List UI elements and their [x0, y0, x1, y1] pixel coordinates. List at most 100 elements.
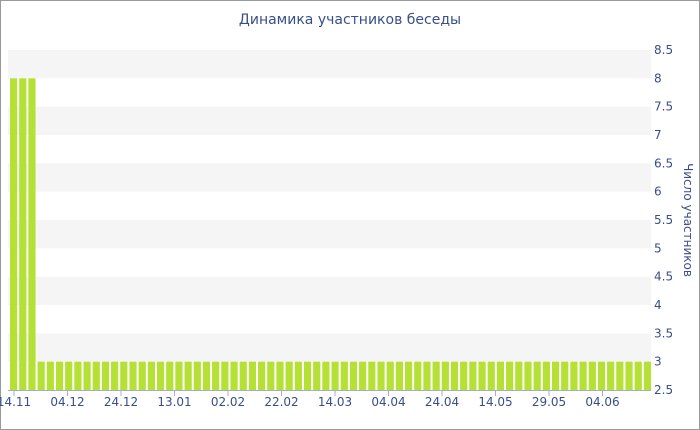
bar: [607, 361, 615, 390]
y-tick-label: 4.5: [654, 270, 673, 284]
bar: [377, 361, 385, 390]
grid-band: [8, 135, 651, 164]
bar: [248, 361, 257, 390]
bar: [506, 361, 514, 390]
bar: [55, 361, 64, 390]
bar: [92, 361, 100, 390]
bar: [303, 361, 312, 390]
bar: [138, 361, 146, 390]
bar: [221, 361, 229, 390]
bar: [414, 361, 422, 390]
x-tick-label: 04.04: [371, 395, 405, 409]
bar: [349, 361, 358, 390]
bar: [129, 361, 137, 390]
x-tick-label: 22.02: [264, 395, 298, 409]
bar: [19, 78, 27, 390]
bar: [616, 361, 624, 390]
bar: [561, 361, 569, 390]
y-tick-label: 7.5: [654, 100, 673, 114]
bar: [643, 361, 651, 390]
bar: [285, 361, 293, 390]
x-tick-label: 02.02: [211, 395, 245, 409]
bar: [147, 361, 155, 390]
bar: [423, 361, 431, 390]
bar: [496, 361, 505, 390]
bar: [202, 361, 211, 390]
bar: [542, 361, 550, 390]
bar: [386, 361, 394, 390]
bar: [83, 361, 91, 390]
x-axis-ticks: 14.11 04.12 24.12 13.01 02.02 22.02 14.03 04.04…: [0, 390, 620, 409]
x-tick-label: 24.04: [425, 395, 459, 409]
bar: [184, 361, 192, 390]
grid-bands: [8, 50, 651, 390]
grid-band: [8, 106, 651, 135]
grid-band: [8, 191, 651, 220]
bar: [395, 361, 403, 390]
bar: [432, 361, 440, 390]
bar: [625, 361, 633, 390]
bar: [276, 361, 284, 390]
bar: [37, 361, 45, 390]
bar: [175, 361, 183, 390]
bar: [239, 361, 247, 390]
y-tick-label: 8.5: [654, 43, 673, 57]
grid-band: [8, 333, 651, 362]
bar: [111, 361, 119, 390]
bar: [597, 361, 606, 390]
bar: [65, 361, 73, 390]
grid-band: [8, 248, 651, 277]
grid-band: [8, 276, 651, 305]
grid-band: [8, 50, 651, 79]
bar: [258, 361, 266, 390]
y-tick-label: 8: [654, 71, 662, 85]
x-tick-label: 04.12: [50, 395, 84, 409]
bar: [515, 361, 523, 390]
y-axis-ticks: 2.5 3 3.5 4 4.5 5 5.5 6 6.5 7 7.5 8 8.5: [654, 43, 673, 397]
bar: [101, 361, 110, 390]
bar: [28, 78, 36, 390]
bar: [294, 361, 302, 390]
y-tick-label: 5.5: [654, 213, 673, 227]
bar-series: [10, 78, 651, 390]
bar: [570, 361, 578, 390]
x-tick-label: 14.11: [0, 395, 31, 409]
bar: [313, 361, 321, 390]
bar: [74, 361, 82, 390]
y-tick-label: 2.5: [654, 383, 673, 397]
bar: [267, 361, 275, 390]
y-tick-label: 5: [654, 241, 662, 255]
grid-band: [8, 220, 651, 249]
bar: [551, 361, 560, 390]
y-tick-label: 3.5: [654, 326, 673, 340]
bar: [46, 361, 54, 390]
y-axis-label: Число участников: [681, 163, 695, 277]
grid-band: [8, 163, 651, 192]
bar: [588, 361, 596, 390]
bar: [156, 361, 165, 390]
x-tick-label: 13.01: [157, 395, 191, 409]
bar: [634, 361, 642, 390]
bar: [469, 361, 477, 390]
x-tick-label: 24.12: [104, 395, 138, 409]
bar: [212, 361, 220, 390]
bar: [331, 361, 339, 390]
x-tick-label: 29.05: [532, 395, 566, 409]
bar: [359, 361, 367, 390]
bar: [404, 361, 413, 390]
bar: [487, 361, 495, 390]
bar: [10, 78, 18, 390]
y-tick-label: 7: [654, 128, 662, 142]
bar: [579, 361, 587, 390]
x-tick-label: 14.03: [318, 395, 352, 409]
y-tick-label: 3: [654, 355, 662, 369]
grid-band: [8, 305, 651, 334]
bar: [230, 361, 238, 390]
bar: [368, 361, 376, 390]
y-tick-label: 4: [654, 298, 662, 312]
bar: [340, 361, 348, 390]
x-tick-label: 04.06: [585, 395, 619, 409]
grid-band: [8, 78, 651, 107]
y-tick-label: 6.5: [654, 156, 673, 170]
